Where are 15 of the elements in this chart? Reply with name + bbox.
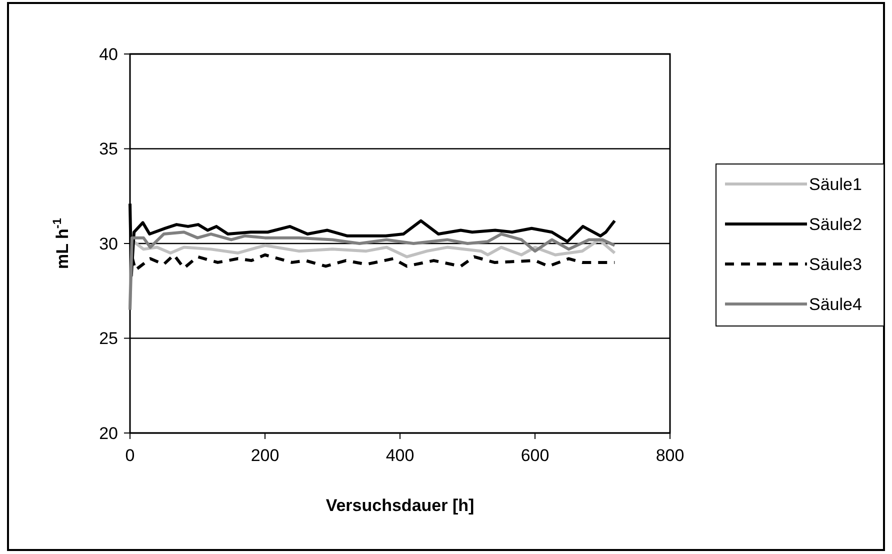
y-tick-label: 20: [99, 424, 118, 443]
x-axis-title: Versuchsdauer [h]: [326, 496, 474, 515]
y-tick-label: 25: [99, 329, 118, 348]
legend-label: Säule3: [809, 254, 862, 274]
legend-label: Säule4: [809, 294, 862, 314]
legend-label: Säule2: [809, 214, 862, 234]
x-tick-label: 200: [250, 446, 280, 465]
x-tick-label: 600: [520, 446, 550, 465]
x-tick-label: 400: [386, 446, 414, 465]
legend-label: Säule1: [809, 174, 862, 194]
y-tick-label: 30: [99, 234, 118, 254]
y-tick-label: 40: [99, 44, 118, 64]
y-tick-label: 35: [99, 140, 118, 159]
x-tick-label: 800: [656, 446, 684, 465]
x-tick-label: 0: [125, 446, 135, 465]
